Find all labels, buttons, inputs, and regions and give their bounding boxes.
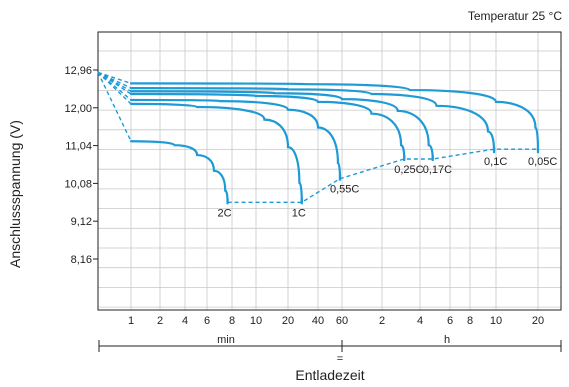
y-tick-label: 8,16 bbox=[71, 254, 92, 266]
x-tick-label: 6 bbox=[204, 315, 210, 327]
discharge-curves bbox=[97, 71, 540, 205]
plot-frame bbox=[97, 31, 562, 311]
series-label: 0,1C bbox=[484, 156, 507, 168]
y-axis-title: Anschlussspannung (V) bbox=[7, 120, 23, 268]
x-tick-label: 10 bbox=[490, 315, 502, 327]
y-tick-labels: 12,96 12,00 11,04 10,08 9,12 8,16 bbox=[64, 65, 98, 266]
curve-labels: 2C 1C 0,55C 0,25C 0,17C 0,1C 0,05C bbox=[218, 156, 558, 219]
series-label: 1C bbox=[292, 207, 306, 219]
series-initial-drop bbox=[97, 71, 132, 105]
series-label: 0,25C bbox=[394, 164, 423, 176]
x-segment-min-label: min bbox=[217, 334, 235, 346]
x-tick-label: 2 bbox=[379, 315, 385, 327]
x-axis-title: Entladezeit bbox=[295, 367, 364, 383]
y-tick-label: 9,12 bbox=[71, 216, 92, 228]
series-initial-drop bbox=[97, 71, 132, 92]
series-initial-drop bbox=[97, 71, 132, 101]
x-tick-label: 4 bbox=[182, 315, 188, 327]
x-tick-labels: 1 2 4 6 8 10 20 40 60 2 4 6 8 10 20 bbox=[128, 315, 544, 327]
x-tick-label: 1 bbox=[128, 315, 134, 327]
series-label: 2C bbox=[218, 207, 232, 219]
series-curve-0 bbox=[129, 140, 229, 204]
series-label: 0,55C bbox=[330, 184, 359, 196]
series-label: 0,05C bbox=[528, 156, 557, 168]
x-tick-label: 40 bbox=[312, 315, 324, 327]
series-curve-5 bbox=[129, 87, 496, 153]
x-tick-label: 10 bbox=[250, 315, 262, 327]
series-curve-1 bbox=[129, 102, 303, 204]
x-segment-equals: = bbox=[337, 353, 343, 365]
y-tick-label: 10,08 bbox=[64, 178, 92, 190]
x-segment-h-label: h bbox=[444, 334, 450, 346]
x-tick-label: 20 bbox=[282, 315, 294, 327]
y-tick-label: 12,96 bbox=[64, 65, 92, 77]
series-initial-drop bbox=[97, 71, 132, 85]
x-tick-label: 8 bbox=[229, 315, 235, 327]
series-curve-4 bbox=[129, 90, 434, 161]
x-tick-label: 6 bbox=[447, 315, 453, 327]
x-tick-label: 4 bbox=[417, 315, 423, 327]
x-tick-label: 60 bbox=[336, 315, 348, 327]
series-label: 0,17C bbox=[423, 164, 452, 176]
series-curve-3 bbox=[129, 92, 406, 161]
series-curve-2 bbox=[129, 98, 342, 180]
series-initial-drop bbox=[97, 71, 132, 89]
y-tick-label: 11,04 bbox=[65, 141, 92, 153]
x-tick-label: 2 bbox=[157, 315, 163, 327]
grid bbox=[98, 32, 561, 310]
series-initial-drop bbox=[97, 72, 132, 142]
x-tick-label: 20 bbox=[532, 315, 544, 327]
temperature-note: Temperatur 25 °C bbox=[468, 9, 563, 23]
series-curve-6 bbox=[129, 82, 540, 153]
x-tick-label: 8 bbox=[467, 315, 473, 327]
y-tick-label: 12,00 bbox=[64, 103, 92, 115]
